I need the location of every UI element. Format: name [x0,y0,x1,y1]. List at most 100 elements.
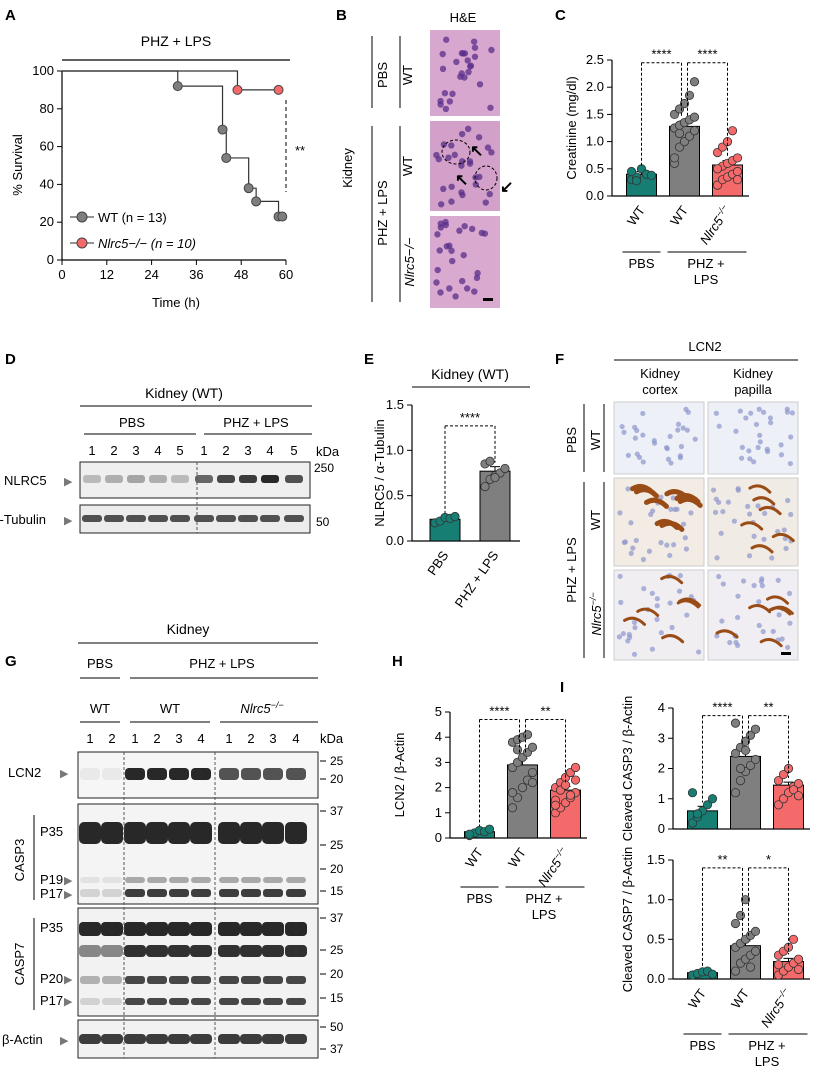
casp7-band [240,945,262,957]
marker-label: 20 [330,967,344,981]
nucleus [751,459,757,465]
y-axis-label: Cleaved CASP7 / β-Actin [620,847,635,992]
group-label-lps: LPS [755,1054,780,1069]
data-point [172,81,183,92]
nucleus [441,89,449,97]
actin-band [101,1034,123,1044]
casp3-p35-band [168,822,190,844]
data-point [485,456,495,466]
nucleus [685,409,691,415]
data-point [740,736,751,746]
nucleus [710,487,717,493]
nucleus [658,630,664,636]
nucleus [788,434,794,440]
nucleus [665,456,672,462]
casp3-p19-band [286,877,306,883]
lcn2-stain [752,496,776,506]
group-label-pbs: PBS [375,62,390,88]
y-tick-label: 0.0 [586,188,604,203]
lane-number: 1 [225,731,232,746]
nucleus [618,599,624,605]
actin-band [190,1034,212,1044]
nlrc5-band [127,475,145,483]
casp7-p20-band [80,976,100,984]
scale-bar [781,652,791,655]
lcn2-band [219,768,239,780]
lane-number: 2 [110,443,117,458]
nucleus [756,599,762,605]
column-label: Kidney [640,366,680,381]
panel-letter-h: H [392,653,403,670]
data-point [735,763,746,774]
nucleus [737,408,743,414]
group-label-pbs: PBS [628,256,654,271]
nucleus [676,588,683,594]
actin-band [168,1034,190,1044]
nlrc5-band [83,475,101,483]
x-tick-label: 60 [279,267,293,282]
nucleus [667,552,673,559]
band-label: P35 [40,920,63,935]
nucleus [680,521,687,527]
arrow-icon: ↙ [500,179,513,196]
casp3-p35-band [124,822,146,844]
lcn2-stain [759,638,783,648]
scale-bar [483,298,493,301]
casp7-p17-band [263,998,283,1005]
data-point [793,954,804,964]
nucleus [617,573,623,579]
casp7-p20-band [169,976,189,984]
nucleus [625,452,632,458]
nucleus [453,58,460,66]
x-tick-label: Nlrc5−/− [757,986,795,1031]
significance-label: **** [489,704,509,719]
panel-letter-b: B [336,7,347,24]
data-point [712,164,723,174]
data-point [273,84,284,95]
nucleus [640,432,646,438]
data-point [788,785,799,795]
casp3-p19-band [169,877,189,883]
legend-marker-ko [76,237,88,249]
nucleus [434,266,441,274]
data-point [565,790,576,800]
casp3-p17-band [125,889,145,897]
group-label-pbs: PBS [119,415,145,430]
group-label-phz-lps: PHZ + LPS [189,656,255,671]
lane-number: 5 [290,443,297,458]
data-point [646,170,657,180]
data-point [793,964,804,975]
data-point [464,829,475,839]
marker-label: 20 [330,862,344,876]
nucleus [759,576,765,582]
marker-label: 37 [330,1042,344,1056]
nucleus [664,542,670,548]
nlrc5-band [217,475,235,483]
nucleus [452,293,459,300]
nucleus [696,649,702,655]
nlrc5-band [239,475,257,483]
y-tick-label: 1 [435,805,442,820]
data-point [626,166,637,177]
nucleus [658,540,664,546]
y-axis-label: NLRC5 / α-Tubulin [372,419,387,526]
nucleus [654,603,660,609]
nucleus [770,628,776,634]
legend-marker-wt [76,211,88,223]
nucleus [488,149,495,156]
nucleus [467,62,475,69]
nucleus [720,508,726,515]
casp3-p17-band [263,889,283,897]
data-point [512,745,523,755]
significance-label: * [766,852,771,867]
nucleus [755,444,761,451]
marker-label: 50 [330,1020,344,1034]
y-tick-label: 4 [435,729,442,744]
nucleus [786,590,793,597]
series-line [62,70,279,91]
significance-label: ** [717,852,727,867]
x-tick-label: WT [505,845,529,870]
nucleus [646,548,653,554]
nucleus [735,593,741,599]
data-point [788,934,799,944]
